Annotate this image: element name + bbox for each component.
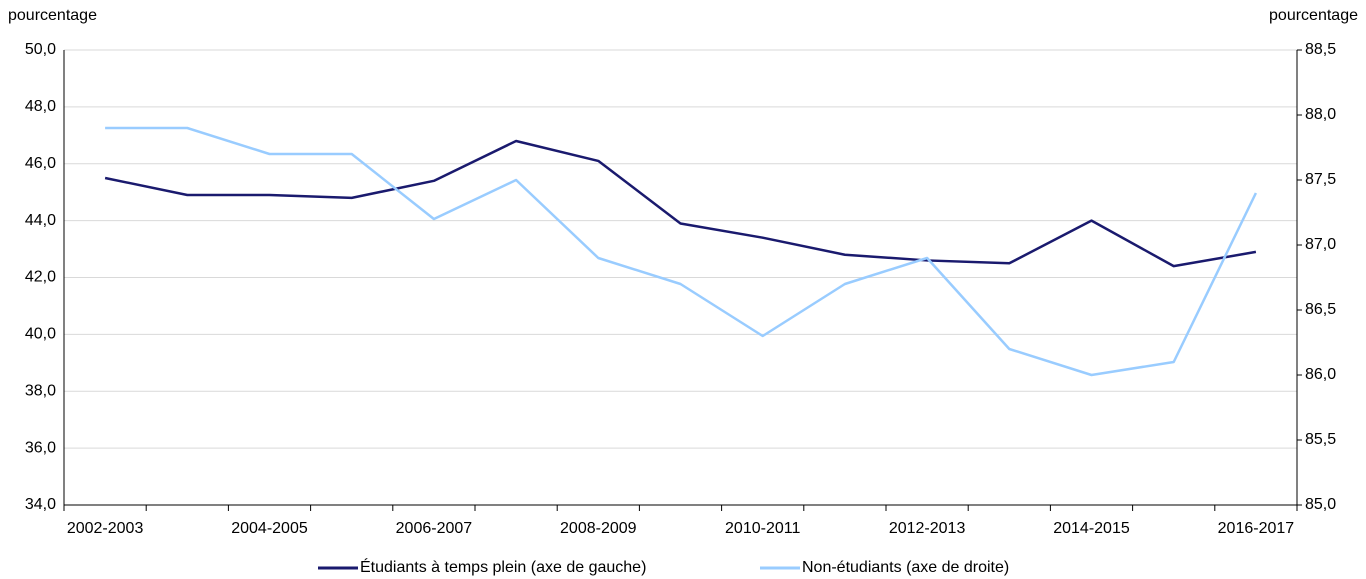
x-tick-label: 2010-2011	[725, 520, 800, 537]
x-tick-label: 2002-2003	[67, 520, 144, 537]
x-tick-label: 2008-2009	[560, 520, 637, 537]
y2-tick-label: 85,0	[1305, 496, 1336, 513]
y2-axis-label: pourcentage	[1269, 7, 1358, 24]
y-tick-label: 38,0	[25, 382, 56, 399]
x-tick-label: 2006-2007	[396, 520, 473, 537]
y2-tick-label: 87,5	[1305, 171, 1336, 188]
x-tick-label: 2016-2017	[1218, 520, 1295, 537]
y2-tick-label: 88,0	[1305, 106, 1336, 123]
y2-tick-label: 87,0	[1305, 236, 1336, 253]
legend-label: Non-étudiants (axe de droite)	[802, 559, 1009, 576]
y2-tick-label: 86,5	[1305, 301, 1336, 318]
y-tick-label: 50,0	[25, 41, 56, 58]
series-line	[104, 139, 1257, 268]
y2-tick-label: 86,0	[1305, 366, 1336, 383]
y-tick-label: 42,0	[25, 269, 56, 286]
y2-tick-label: 85,5	[1305, 431, 1336, 448]
y-tick-label: 40,0	[25, 326, 56, 343]
y-tick-label: 34,0	[25, 496, 56, 513]
y2-tick-label: 88,5	[1305, 41, 1336, 58]
y-tick-label: 48,0	[25, 98, 56, 115]
y-tick-label: 46,0	[25, 155, 56, 172]
x-tick-label: 2012-2013	[889, 520, 966, 537]
legend-label: Étudiants à temps plein (axe de gauche)	[360, 557, 646, 576]
y-tick-label: 44,0	[25, 212, 56, 229]
x-tick-label: 2004-2005	[231, 520, 308, 537]
y-axis-label: pourcentage	[8, 7, 97, 24]
x-tick-label: 2014-2015	[1053, 520, 1130, 537]
series-line	[105, 126, 1258, 377]
y-tick-label: 36,0	[25, 439, 56, 456]
